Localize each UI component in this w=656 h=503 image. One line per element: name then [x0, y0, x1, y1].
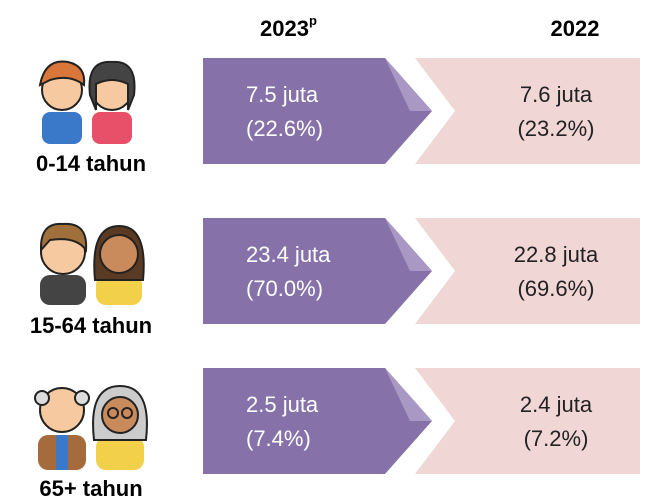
current-amount: 7.5 juta — [246, 82, 319, 107]
current-panel — [203, 368, 432, 474]
header-year: 2023 — [260, 16, 309, 41]
header-sup: p — [309, 13, 317, 28]
header-current: 2023p — [260, 13, 317, 40]
previous-amount: 7.6 juta — [520, 82, 593, 107]
previous-share: (23.2%) — [517, 116, 594, 141]
icon-elderly — [34, 384, 148, 470]
current-panel — [203, 218, 432, 324]
previous-panel — [415, 218, 640, 324]
age-label: 0-14 tahun — [36, 151, 146, 176]
current-panel-bevel — [385, 58, 432, 111]
icon-adults — [39, 222, 145, 305]
age-label: 15-64 tahun — [30, 313, 152, 338]
previous-panel — [415, 368, 640, 474]
current-amount: 23.4 juta — [246, 242, 331, 267]
previous-panel — [415, 58, 640, 164]
previous-amount: 22.8 juta — [514, 242, 599, 267]
previous-share: (69.6%) — [517, 276, 594, 301]
current-share: (7.4%) — [246, 426, 311, 451]
current-share: (70.0%) — [246, 276, 323, 301]
current-panel-bevel — [385, 368, 432, 421]
icon-children — [38, 60, 136, 144]
age-label: 65+ tahun — [39, 476, 142, 501]
current-panel — [203, 58, 432, 164]
current-share: (22.6%) — [246, 116, 323, 141]
previous-amount: 2.4 juta — [520, 392, 593, 417]
header-previous: 2022 — [551, 16, 600, 41]
current-panel-bevel — [385, 218, 432, 271]
current-amount: 2.5 juta — [246, 392, 319, 417]
previous-share: (7.2%) — [524, 426, 589, 451]
